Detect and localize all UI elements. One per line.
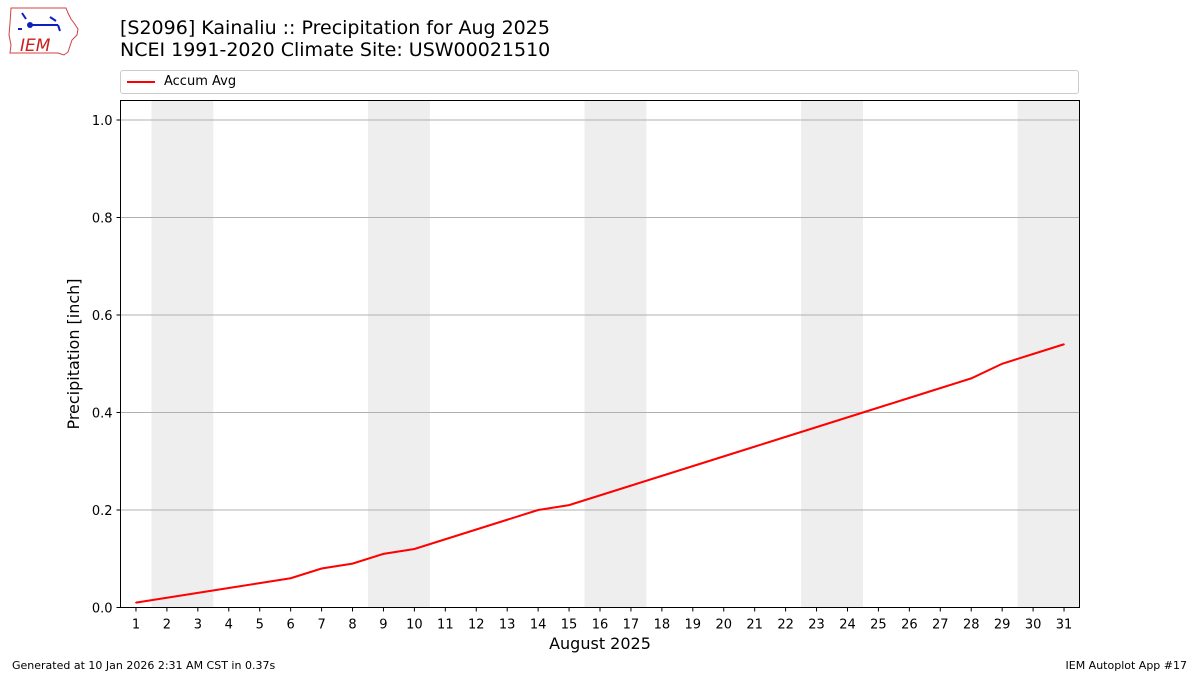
data-point-14 (537, 509, 539, 511)
x-tick-label-24: 24 (839, 618, 856, 633)
data-point-18 (661, 475, 663, 477)
x-tick-label-11: 11 (437, 618, 454, 633)
y-axis-ticks: 0.0 0.2 0.4 0.6 0.8 1.0 (92, 114, 121, 617)
x-tick-label-9: 9 (379, 618, 387, 633)
x-axis-label: August 2025 (549, 634, 651, 653)
data-point-31 (1063, 343, 1065, 346)
x-tick-label-30: 30 (1025, 618, 1042, 633)
data-point-2 (166, 596, 168, 599)
x-tick-label-28: 28 (963, 618, 980, 633)
data-point-27 (939, 387, 942, 389)
x-tick-label-5: 5 (256, 618, 264, 633)
x-tick-label-7: 7 (317, 618, 325, 633)
x-tick-label-14: 14 (530, 618, 547, 633)
weekend-band-3 (801, 100, 863, 608)
data-point-9 (382, 553, 385, 555)
y-axis-label: Precipitation [inch] (64, 278, 83, 429)
weekend-band-1 (367, 100, 430, 608)
x-tick-label-10: 10 (406, 618, 423, 633)
title-line-1: [S2096] Kainaliu :: Precipitation for Au… (120, 17, 550, 39)
y-tick-label-5: 1.0 (92, 114, 113, 129)
legend-label: Accum Avg (164, 74, 237, 89)
x-tick-label-19: 19 (685, 618, 702, 633)
data-point-12 (475, 528, 478, 531)
x-tick-label-6: 6 (287, 618, 295, 633)
data-point-29 (1001, 362, 1003, 365)
data-point-13 (506, 518, 508, 521)
data-point-22 (784, 436, 787, 438)
grid-lines (120, 119, 1080, 511)
x-tick-label-2: 2 (163, 618, 171, 633)
data-point-10 (413, 548, 416, 550)
data-point-26 (908, 397, 911, 399)
data-point-17 (630, 484, 632, 487)
data-point-23 (815, 426, 818, 428)
iem-logo: IEM (8, 7, 79, 56)
x-tick-label-31: 31 (1056, 618, 1073, 633)
legend-swatch (127, 81, 155, 83)
x-tick-label-16: 16 (592, 618, 609, 633)
y-tick-label-1: 0.2 (92, 504, 113, 519)
x-tick-label-18: 18 (654, 618, 671, 633)
y-tick-label-2: 0.4 (92, 407, 113, 422)
x-tick-label-27: 27 (932, 618, 949, 633)
x-tick-label-4: 4 (225, 618, 233, 633)
y-tick-label-4: 0.8 (92, 212, 113, 227)
app-credit: IEM Autoplot App #17 (1065, 659, 1188, 672)
generated-timestamp: Generated at 10 Jan 2026 2:31 AM CST in … (12, 659, 276, 672)
data-point-21 (753, 445, 756, 448)
data-point-1 (135, 601, 137, 604)
data-point-8 (351, 562, 354, 565)
x-tick-label-22: 22 (777, 618, 794, 633)
data-point-24 (846, 416, 849, 419)
y-tick-label-3: 0.6 (92, 309, 113, 324)
y-tick-label-0: 0.0 (92, 602, 113, 617)
x-axis-ticks: 1 2 3 4 5 6 7 8 9 10 11 12 13 14 15 16 17 18 19 20 21 22 23 24 2… (132, 607, 1073, 633)
weekend-shading (151, 100, 1080, 608)
title-line-2: NCEI 1991-2020 Climate Site: USW00021510 (120, 39, 551, 61)
weather-symbols-icon (18, 12, 61, 32)
weekend-band-2 (584, 100, 647, 608)
x-tick-label-21: 21 (746, 618, 763, 633)
logo-text: IEM (20, 36, 51, 56)
chart-legend: Accum Avg (120, 70, 1079, 94)
chart-title: [S2096] Kainaliu :: Precipitation for Au… (120, 17, 550, 61)
x-tick-label-23: 23 (808, 618, 825, 633)
x-tick-label-25: 25 (870, 618, 887, 633)
x-tick-label-13: 13 (499, 618, 516, 633)
data-point-19 (692, 465, 694, 467)
data-point-28 (970, 377, 973, 380)
data-point-16 (599, 494, 601, 497)
x-tick-label-3: 3 (194, 618, 202, 633)
x-tick-label-8: 8 (348, 618, 356, 633)
x-tick-label-29: 29 (994, 618, 1011, 633)
x-tick-label-20: 20 (715, 618, 732, 633)
weather-dot-icon (27, 22, 33, 28)
weekend-band-4 (1017, 100, 1080, 608)
data-point-11 (444, 538, 447, 541)
data-point-20 (722, 455, 725, 458)
x-tick-label-26: 26 (901, 618, 918, 633)
x-tick-label-1: 1 (132, 618, 140, 633)
data-point-4 (227, 587, 230, 589)
data-point-5 (258, 582, 261, 584)
data-point-7 (320, 567, 323, 570)
x-tick-label-15: 15 (561, 618, 578, 633)
iowa-outline-shape (8, 7, 79, 56)
weekend-band-0 (151, 100, 214, 608)
data-point-30 (1032, 353, 1034, 355)
x-tick-label-12: 12 (468, 618, 485, 633)
x-tick-label-17: 17 (623, 618, 640, 633)
data-point-3 (197, 592, 199, 594)
data-point-15 (568, 504, 570, 506)
series-layer (135, 343, 1065, 604)
data-point-6 (289, 577, 292, 580)
data-point-25 (877, 406, 880, 409)
